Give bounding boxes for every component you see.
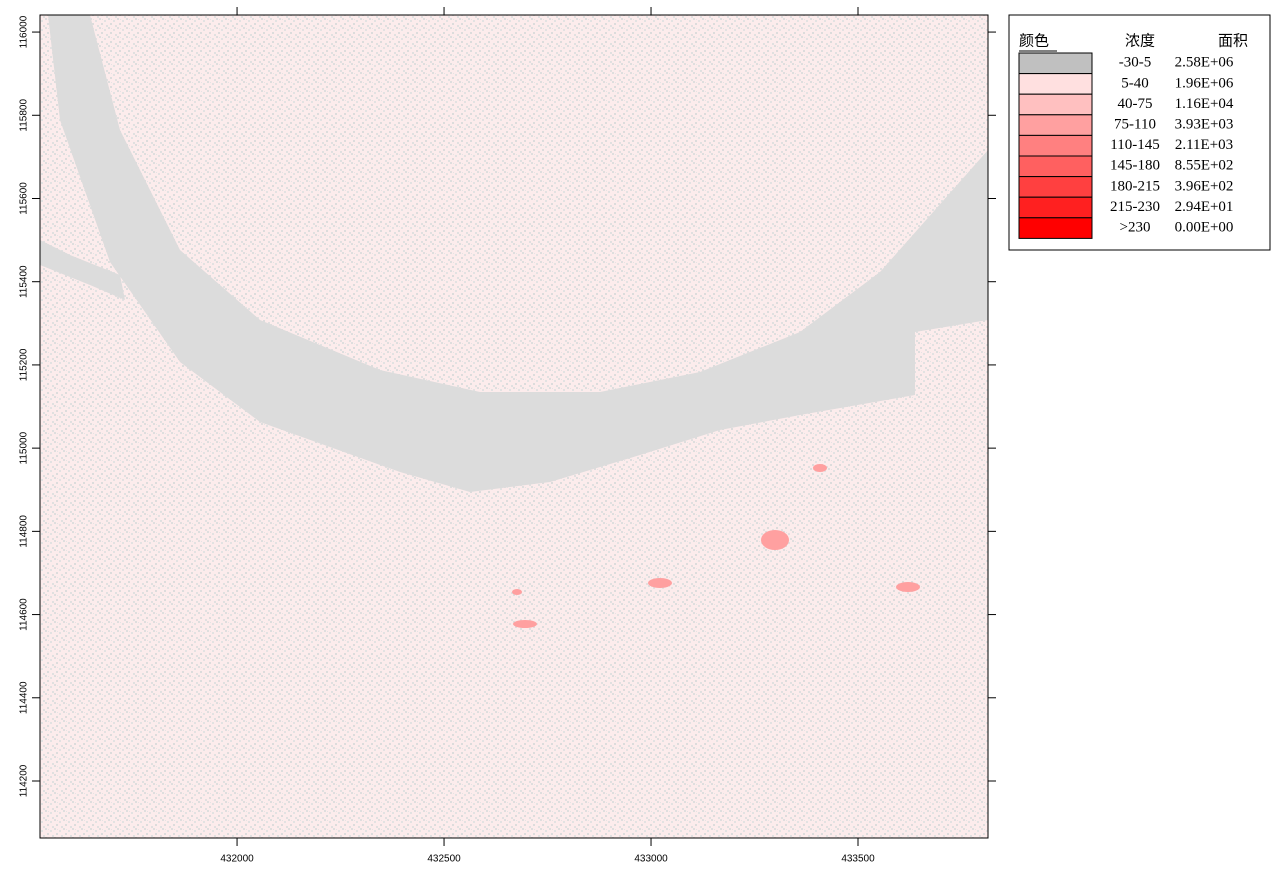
map-page: 432000 432500 433000 433500 114200 114400 1146… (0, 0, 1271, 866)
legend-area: 1.16E+04 (1175, 96, 1234, 112)
y-tick-label: 116000 (19, 15, 30, 48)
legend-area: 3.96E+02 (1175, 178, 1234, 194)
legend: 颜色 浓度 面积 -30-5 2.58E+06 5-40 1.96E+06 40-75 1.16… (1009, 15, 1270, 250)
y-tick-label: 115600 (19, 182, 30, 215)
legend-range: -30-5 (1119, 55, 1152, 71)
legend-swatch (1019, 94, 1092, 115)
raster (40, 15, 988, 838)
legend-range: 75-110 (1114, 117, 1156, 133)
legend-range: 40-75 (1118, 96, 1153, 112)
y-tick-label: 115200 (19, 348, 30, 381)
legend-range: 110-145 (1110, 137, 1159, 153)
x-tick-label: 432000 (220, 854, 254, 865)
y-tick-label: 114800 (19, 515, 30, 548)
legend-area: 2.94E+01 (1175, 199, 1234, 215)
legend-header: 颜色 (1019, 32, 1049, 49)
legend-range: >230 (1120, 220, 1151, 236)
legend-swatch (1019, 135, 1092, 156)
legend-range: 215-230 (1110, 199, 1160, 215)
legend-range: 180-215 (1110, 178, 1160, 194)
x-tick-label: 433500 (841, 854, 875, 865)
legend-area: 2.58E+06 (1175, 55, 1234, 71)
legend-swatch (1019, 115, 1092, 136)
legend-swatch (1019, 74, 1092, 95)
legend-range: 5-40 (1121, 75, 1149, 91)
y-tick-label: 115400 (19, 265, 30, 298)
x-tick-label: 433000 (634, 854, 668, 865)
y-tick-label: 115800 (19, 99, 30, 132)
legend-swatch (1019, 53, 1092, 74)
legend-swatch (1019, 177, 1092, 198)
y-tick-label: 114400 (19, 681, 30, 714)
legend-swatch (1019, 156, 1092, 177)
legend-area: 8.55E+02 (1175, 158, 1234, 174)
y-tick-label: 114600 (19, 598, 30, 631)
legend-area: 1.96E+06 (1175, 75, 1234, 91)
y-tick-label: 114200 (19, 764, 30, 797)
legend-swatch (1019, 218, 1092, 239)
legend-area: 0.00E+00 (1175, 220, 1234, 236)
legend-header: 浓度 (1125, 32, 1155, 49)
x-tick-label: 432500 (427, 854, 461, 865)
legend-swatch (1019, 197, 1092, 218)
legend-area: 2.11E+03 (1175, 137, 1233, 153)
legend-range: 145-180 (1110, 158, 1160, 174)
legend-header: 面积 (1218, 32, 1248, 49)
y-tick-label: 115000 (19, 431, 30, 464)
legend-area: 3.93E+03 (1175, 117, 1234, 133)
